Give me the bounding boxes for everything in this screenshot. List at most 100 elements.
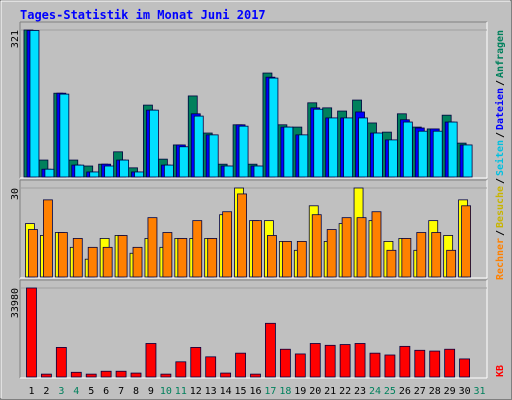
x-tick-label: 18 [279,386,291,397]
bar [55,347,67,378]
bar [145,343,157,378]
bar [57,232,68,278]
bar [399,345,411,378]
x-tick-label: 25 [384,386,396,397]
bar [281,240,292,278]
bar [252,220,262,278]
bar [386,249,397,278]
bar [279,348,291,378]
bar [324,344,336,378]
bar [29,30,40,178]
x-tick-label: 7 [118,386,124,397]
bar [134,171,144,178]
bar [223,165,234,178]
bar [74,164,85,178]
bar [192,220,203,278]
y-tick-label: 321 [10,30,21,48]
bar [462,144,473,178]
x-tick-label: 23 [354,386,366,397]
x-tick-label: 28 [429,386,441,397]
bar [298,134,309,178]
bar [72,238,83,278]
legend-entry: Dateien [494,88,506,130]
bar [343,117,354,178]
bar [311,214,322,278]
bar [326,229,337,278]
x-tick-label: 24 [369,386,381,397]
bar [222,211,233,278]
bar [328,117,339,178]
bar [429,350,441,378]
bar [175,361,187,378]
bar [446,249,457,278]
bar [208,134,219,178]
legend-entry: Seiten [494,140,506,176]
chart-title: Tages-Statistik im Monat Juni 2017 [20,8,266,22]
bar [160,373,172,378]
bar [414,349,426,378]
bar [371,211,382,278]
bar [250,373,261,378]
legend-separator: / [495,132,506,138]
bar [431,232,442,278]
x-tick-label: 5 [88,386,94,397]
bar [267,235,277,278]
legend-entry: KB [495,365,506,377]
bar [253,165,264,178]
bar [178,146,189,178]
bar [369,352,381,378]
bar [59,93,70,178]
bar [268,77,279,178]
x-tick-label: 19 [294,386,306,397]
x-tick-label: 13 [205,386,217,397]
bar [207,238,218,278]
bar [358,117,368,178]
bar [220,372,232,378]
bar [162,232,173,278]
x-tick-label: 6 [103,386,109,397]
bar [147,217,158,278]
x-tick-label: 31 [474,386,486,397]
bar [104,165,115,178]
x-tick-label: 8 [133,386,139,397]
bar [70,371,82,378]
bar [265,322,276,378]
x-tick-label: 30 [459,386,471,397]
bar [341,217,352,278]
bar [401,238,412,278]
bar [132,246,143,278]
x-tick-label: 27 [414,386,426,397]
bar [238,125,249,178]
legend-entry: Anfragen [495,30,506,78]
bar [85,373,97,378]
bar [356,217,367,278]
legend-separator: / [495,80,506,86]
bar [163,164,174,178]
bar [235,352,246,378]
bar [89,171,100,178]
bar [313,108,324,178]
bar [44,168,55,178]
bar [41,373,52,378]
legend-separator: / [495,178,506,184]
bar [283,126,294,178]
x-tick-label: 29 [444,386,456,397]
bar [119,159,129,178]
bar [205,356,217,378]
bar [87,246,98,278]
bar [117,235,128,278]
bar [193,115,204,178]
bar [115,370,127,378]
x-tick-label: 15 [235,386,247,397]
x-tick-label: 4 [73,386,79,397]
legend-entry: Rechner [495,238,506,280]
bar [100,370,112,378]
x-tick-label: 11 [175,386,187,397]
x-tick-label: 14 [220,386,232,397]
bar [384,354,396,378]
bar [354,343,366,378]
bar [447,121,458,178]
bar [190,347,202,378]
legend-entry: Besuche [495,186,506,228]
